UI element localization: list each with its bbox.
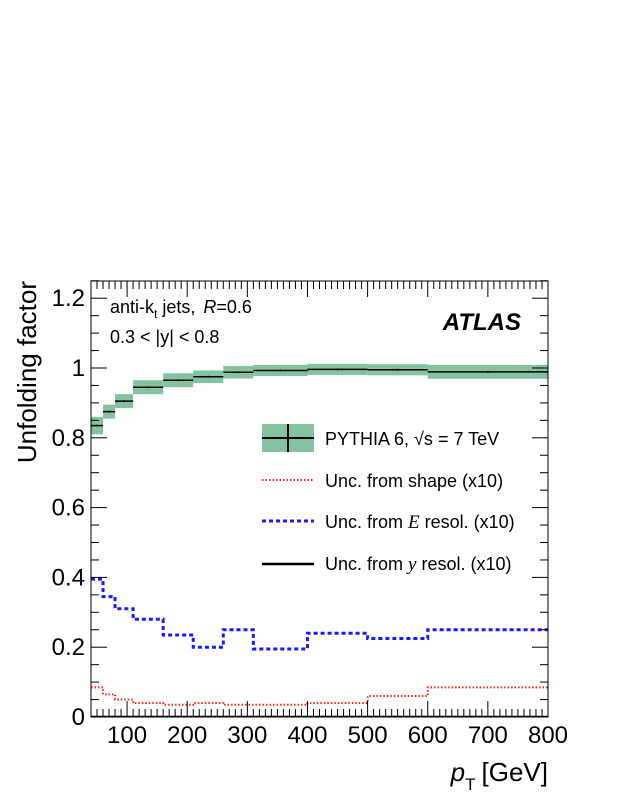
x-axis-label-var: p — [450, 757, 465, 787]
y-tick-label: 0.6 — [52, 495, 85, 522]
legend-e-resol-post: resol. (x10) — [420, 512, 515, 532]
legend-y-resol-var: y — [406, 554, 417, 575]
legend-label-pythia: PYTHIA 6, √s = 7 TeV — [325, 429, 499, 449]
y-tick-label: 0.4 — [52, 564, 85, 591]
legend-entry-y-resol: Unc. from y resol. (x10) — [262, 554, 511, 575]
atlas-label: ATLAS — [442, 309, 521, 336]
legend-label-y-resol: Unc. from y resol. (x10) — [325, 554, 511, 575]
legend-entry-pythia: PYTHIA 6, √s = 7 TeV — [262, 424, 499, 452]
legend-pythia-post: = 7 TeV — [433, 429, 499, 449]
x-tick-label: 300 — [227, 722, 267, 749]
y-tick-label: 0 — [72, 704, 85, 731]
y-tick-label: 0.2 — [52, 634, 85, 661]
shape-unc-step — [91, 686, 548, 706]
legend-e-resol-var: E — [407, 512, 420, 533]
legend-label-shape: Unc. from shape (x10) — [325, 471, 503, 491]
x-tick-label: 400 — [287, 722, 327, 749]
x-tick-label: 700 — [468, 722, 508, 749]
legend: PYTHIA 6, √s = 7 TeV Unc. from shape (x1… — [262, 424, 515, 575]
legend-y-resol-post: resol. (x10) — [416, 554, 511, 574]
e-resol-unc-step — [91, 577, 548, 651]
legend-y-resol-pre: Unc. from — [325, 554, 408, 574]
legend-pythia-sqrt: √s — [414, 429, 433, 449]
y-tick-label: 0.8 — [52, 425, 85, 452]
axes-layer: 100 200 300 400 500 600 700 800 0 0.2 0.4 0.6 0.8 1 1.… — [52, 280, 568, 749]
x-axis-label-sub: T — [465, 775, 475, 794]
x-tick-label: 200 — [167, 722, 207, 749]
x-axis-label-unit: [GeV] — [482, 757, 548, 787]
x-tick-label: 100 — [107, 722, 147, 749]
legend-pythia-pre: PYTHIA 6, — [325, 429, 414, 449]
y-axis-label: Unfolding factor — [12, 281, 42, 463]
series-layer — [91, 363, 548, 717]
x-tick-label: 600 — [408, 722, 448, 749]
jet-algorithm-label: anti-k — [110, 297, 155, 317]
y-tick-label: 1 — [72, 355, 85, 382]
rapidity-annotation: 0.3 < |y| < 0.8 — [110, 327, 219, 347]
jet-algorithm-sub: t — [154, 307, 158, 321]
legend-entry-shape: Unc. from shape (x10) — [262, 471, 503, 491]
radius-var: R — [203, 297, 216, 317]
x-tick-label: 500 — [348, 722, 388, 749]
radius-value: =0.6 — [216, 297, 252, 317]
jet-algorithm-suffix: jets, — [157, 297, 195, 317]
jet-annotation: anti-kt jets, R=0.6 — [110, 297, 252, 321]
legend-e-resol-pre: Unc. from — [325, 512, 408, 532]
y-tick-label: 1.2 — [52, 285, 85, 312]
x-tick-label: 800 — [528, 722, 568, 749]
x-axis-label: pT [GeV] — [450, 757, 548, 794]
legend-label-e-resol: Unc. from E resol. (x10) — [325, 512, 515, 533]
legend-entry-e-resol: Unc. from E resol. (x10) — [262, 512, 515, 533]
